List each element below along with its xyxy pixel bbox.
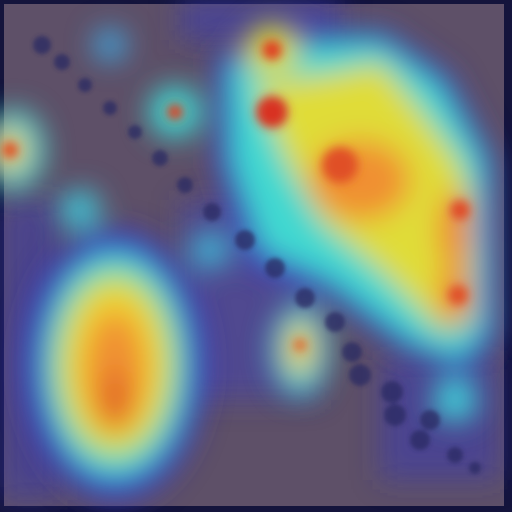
rock bbox=[235, 230, 255, 250]
rock bbox=[342, 342, 362, 362]
heat-blob bbox=[101, 370, 129, 430]
rock bbox=[78, 78, 92, 92]
rock bbox=[54, 54, 70, 70]
rock bbox=[295, 288, 315, 308]
rock bbox=[469, 462, 481, 474]
heat-blob bbox=[94, 29, 126, 61]
rock bbox=[203, 203, 221, 221]
rock bbox=[349, 364, 371, 386]
hot-spot bbox=[167, 104, 183, 120]
rock bbox=[447, 447, 463, 463]
rock bbox=[325, 312, 345, 332]
rock bbox=[128, 125, 142, 139]
heat-blob bbox=[310, 140, 410, 220]
heat-blob bbox=[433, 378, 477, 422]
hot-spot bbox=[256, 96, 288, 128]
hot-spot bbox=[262, 40, 282, 60]
hot-spots bbox=[2, 40, 470, 351]
heat-blob bbox=[192, 232, 228, 268]
hot-spot bbox=[322, 147, 358, 183]
rock bbox=[384, 404, 406, 426]
heat-layer bbox=[0, 24, 498, 500]
rock bbox=[410, 430, 430, 450]
rock bbox=[177, 177, 193, 193]
hot-spot bbox=[448, 285, 468, 305]
rock bbox=[265, 258, 285, 278]
rock bbox=[381, 381, 403, 403]
hot-spot bbox=[294, 339, 306, 351]
rock bbox=[103, 101, 117, 115]
heat-blob bbox=[60, 190, 100, 230]
rock bbox=[33, 36, 51, 54]
rock-ridge bbox=[33, 36, 481, 474]
hot-spot bbox=[2, 142, 18, 158]
rock bbox=[420, 410, 440, 430]
hot-spot bbox=[450, 200, 470, 220]
rock bbox=[152, 150, 168, 166]
